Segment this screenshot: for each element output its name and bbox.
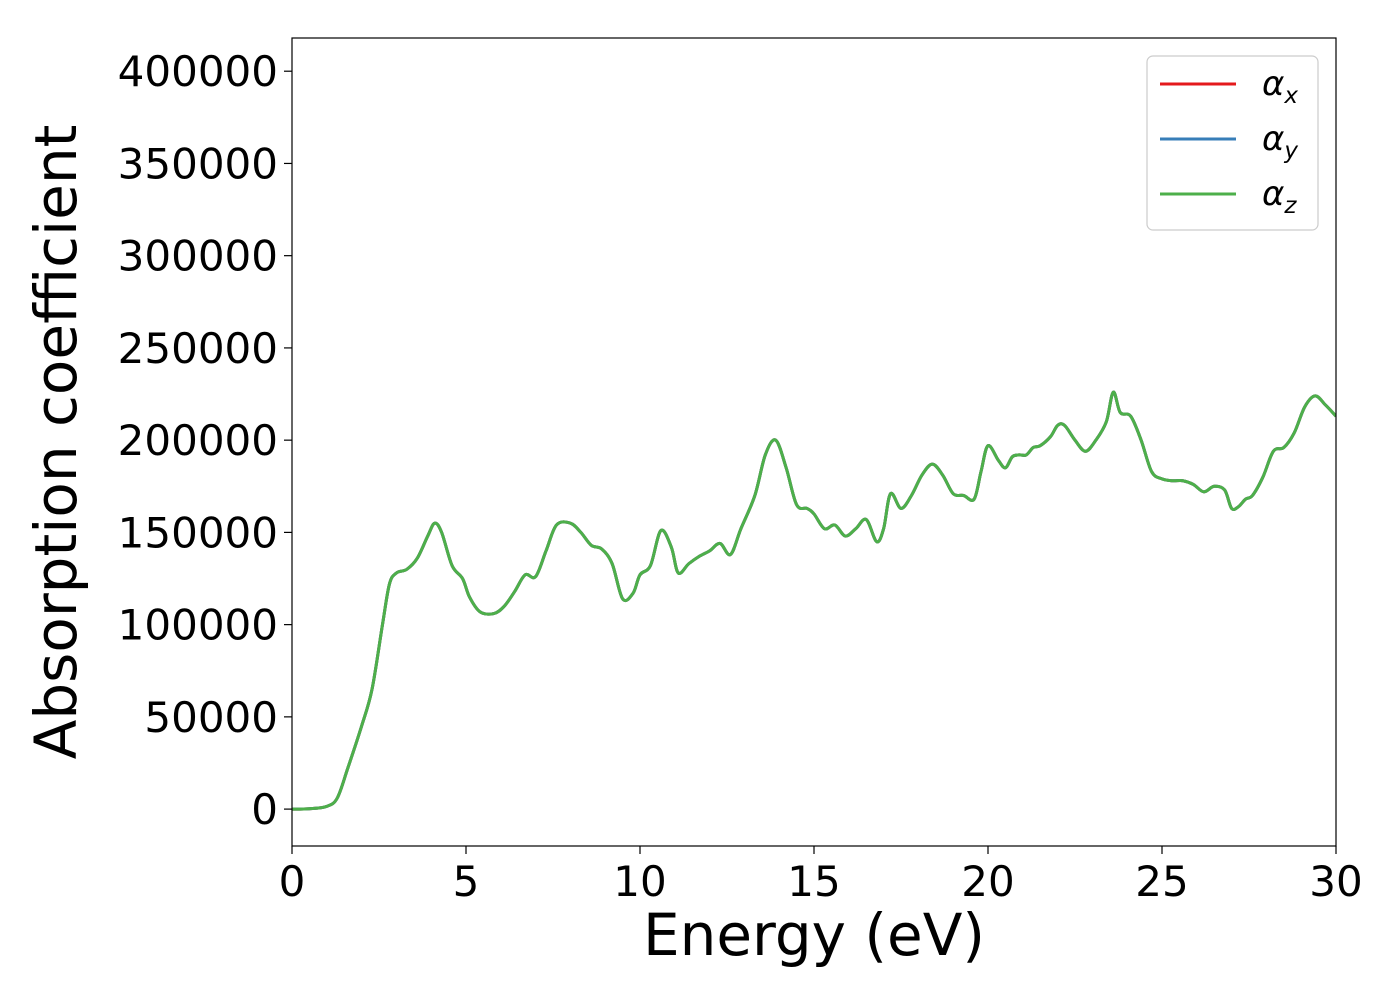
series-line-x [292, 390, 1336, 811]
legend-label-y: αy [1262, 119, 1298, 164]
series-line-y [292, 390, 1336, 811]
x-tick-label: 20 [961, 857, 1014, 906]
y-tick-label: 100000 [118, 601, 278, 650]
x-axis-title: Energy (eV) [643, 901, 985, 969]
series-line-z [292, 390, 1336, 811]
y-tick-label: 250000 [118, 324, 278, 373]
x-tick-label: 0 [279, 857, 306, 906]
x-tick-label: 25 [1135, 857, 1188, 906]
legend-label-z: αz [1262, 174, 1297, 219]
x-axis: 0 5 10 15 20 25 30 [279, 846, 1363, 906]
y-tick-label: 200000 [118, 416, 278, 465]
y-tick-label: 350000 [118, 139, 278, 188]
x-tick-label: 30 [1309, 857, 1362, 906]
y-tick-label: 400000 [118, 47, 278, 96]
x-tick-label: 5 [453, 857, 480, 906]
y-tick-label: 150000 [118, 508, 278, 557]
x-tick-label: 15 [787, 857, 840, 906]
legend-label-x: αx [1262, 64, 1298, 109]
legend: αx αy αz [1146, 55, 1319, 231]
legend-box [1146, 55, 1319, 231]
y-tick-label: 50000 [144, 693, 278, 742]
y-axis: 0 50000 100000 150000 200000 250000 300000 3500… [118, 47, 292, 834]
y-tick-label: 0 [251, 785, 278, 834]
x-tick-label: 10 [613, 857, 666, 906]
y-tick-label: 300000 [118, 232, 278, 281]
y-axis-title: Absorption coefficient [22, 125, 90, 760]
series-layer [292, 390, 1336, 811]
